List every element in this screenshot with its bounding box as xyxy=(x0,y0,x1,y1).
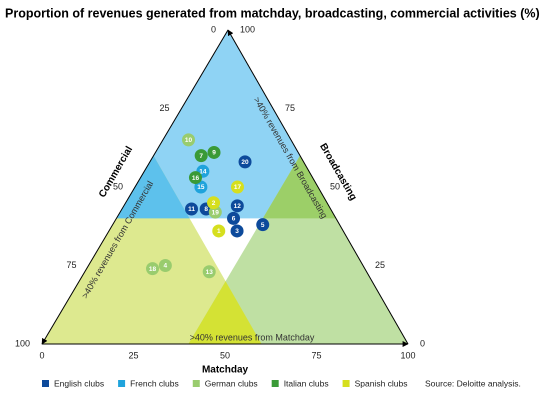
point-label: 4 xyxy=(164,263,168,270)
club-point xyxy=(185,202,199,216)
point-label: 2 xyxy=(212,200,216,207)
club-point xyxy=(256,218,270,232)
point-label: 7 xyxy=(199,153,203,160)
club-point xyxy=(230,224,244,238)
region-overlap xyxy=(262,155,336,219)
point-label: 19 xyxy=(212,209,220,216)
region-broadcasting xyxy=(116,30,337,219)
tick-label: 75 xyxy=(66,260,76,270)
legend-entry: German clubs xyxy=(205,378,258,388)
axis-title: Matchday xyxy=(202,365,249,376)
region-overlap xyxy=(116,155,190,219)
axis-title: Broadcasting xyxy=(317,142,358,203)
point-label: 9 xyxy=(212,150,216,157)
legend-entry: Spanish clubs xyxy=(355,378,408,388)
club-point xyxy=(158,259,172,272)
club-point xyxy=(227,211,241,225)
region-matchday xyxy=(188,155,408,344)
tick-label: 100 xyxy=(240,24,255,34)
legend-swatch xyxy=(271,380,279,387)
tick-label: 50 xyxy=(330,181,340,191)
point-label: 10 xyxy=(185,137,193,144)
tick-label: 75 xyxy=(285,103,295,113)
club-point xyxy=(194,149,208,163)
club-point xyxy=(238,155,252,169)
region-commercial xyxy=(42,155,262,344)
tick-label: 0 xyxy=(39,350,44,360)
club-point xyxy=(207,145,221,159)
club-point xyxy=(188,171,202,185)
point-label: 18 xyxy=(149,266,157,273)
tick-label: 0 xyxy=(420,338,425,348)
club-point xyxy=(202,265,216,279)
point-label: 20 xyxy=(241,159,249,166)
tick-label: 50 xyxy=(113,181,123,191)
point-label: 13 xyxy=(206,269,214,276)
club-point xyxy=(230,180,244,194)
point-label: 1 xyxy=(217,228,221,235)
point-label: 3 xyxy=(235,228,239,235)
point-label: 12 xyxy=(234,203,242,210)
legend-entry: Italian clubs xyxy=(284,378,329,388)
legend-swatch xyxy=(342,380,350,387)
club-point xyxy=(212,224,226,238)
legend-entry: English clubs xyxy=(54,378,104,388)
point-label: 16 xyxy=(192,175,200,182)
club-point xyxy=(182,133,196,147)
club-point xyxy=(194,180,208,194)
point-label: 11 xyxy=(188,206,195,213)
club-point xyxy=(207,196,221,210)
point-label: 14 xyxy=(199,169,207,176)
region-overlap xyxy=(188,281,262,344)
legend-swatch xyxy=(118,380,126,387)
region-label: >40% revenues from Matchday xyxy=(190,332,315,342)
club-point xyxy=(230,199,244,213)
tick-label: 100 xyxy=(15,338,30,348)
tick-label: 25 xyxy=(128,350,138,360)
point-label: 17 xyxy=(234,184,242,191)
point-label: 5 xyxy=(261,222,265,229)
legend-entry: French clubs xyxy=(130,378,179,388)
chart-title: Proportion of revenues generated from ma… xyxy=(5,6,540,20)
legend-swatch xyxy=(192,380,200,387)
point-label: 6 xyxy=(232,216,236,223)
tick-label: 25 xyxy=(159,103,169,113)
tick-label: 100 xyxy=(400,350,415,360)
tick-label: 25 xyxy=(375,260,385,270)
axis-line xyxy=(41,29,229,345)
tick-label: 50 xyxy=(220,350,230,360)
club-point xyxy=(146,262,160,276)
source-note: Source: Deloitte analysis. xyxy=(425,378,521,388)
point-label: 8 xyxy=(204,206,208,213)
tick-label: 75 xyxy=(311,350,321,360)
legend-swatch xyxy=(42,380,49,387)
tick-label: 0 xyxy=(211,24,216,34)
axis-line xyxy=(227,29,409,345)
point-label: 15 xyxy=(197,184,205,191)
